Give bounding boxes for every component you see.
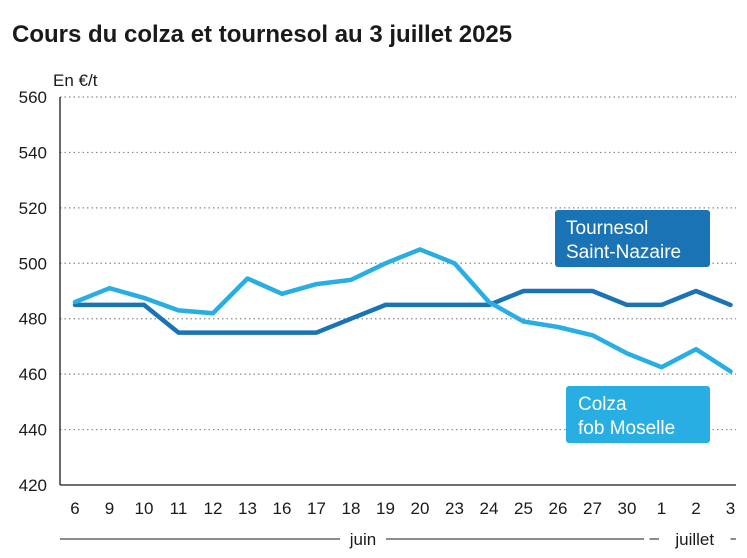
x-tick-label: 10 — [135, 499, 154, 518]
x-tick-label: 30 — [618, 499, 637, 518]
x-tick-label: 13 — [238, 499, 257, 518]
series-line-colza — [72, 247, 733, 374]
legend-tournesol-line2: Saint-Nazaire — [566, 242, 681, 263]
month-label: juillet — [674, 530, 714, 549]
month-brackets: juin juillet — [60, 530, 736, 549]
y-axis-unit-label: En €/t — [53, 71, 98, 90]
x-tick-label: 12 — [204, 499, 223, 518]
x-tick-label: 11 — [170, 499, 188, 518]
y-tick-label: 520 — [19, 199, 47, 218]
x-tick-label: 16 — [273, 499, 292, 518]
x-tick-label: 23 — [445, 499, 464, 518]
y-tick-label: 500 — [19, 254, 47, 273]
x-tick-label: 2 — [691, 499, 700, 518]
series-lines — [72, 247, 733, 374]
x-axis-ticks: 6 9 10 11 12 13 16 17 18 19 20 23 24 25 26 27 30 1 2 3 — [70, 499, 735, 518]
y-tick-label: 560 — [19, 88, 47, 107]
y-axis-ticks: 420 440 460 480 500 520 540 560 — [19, 88, 47, 495]
x-tick-label: 24 — [480, 499, 499, 518]
x-tick-label: 20 — [411, 499, 430, 518]
y-tick-label: 540 — [19, 143, 47, 162]
y-tick-label: 460 — [19, 365, 47, 384]
x-tick-label: 3 — [726, 499, 735, 518]
x-tick-label: 17 — [307, 499, 326, 518]
gridlines — [60, 96, 736, 431]
legend-colza-line1: Colza — [578, 394, 627, 415]
legend-tournesol-line1: Tournesol — [566, 218, 648, 239]
chart-title: Cours du colza et tournesol au 3 juillet… — [12, 21, 512, 48]
legend-tournesol: Tournesol Saint-Nazaire — [555, 210, 710, 267]
x-tick-label: 25 — [514, 499, 533, 518]
x-tick-label: 9 — [105, 499, 114, 518]
y-tick-label: 480 — [19, 310, 47, 329]
x-tick-label: 27 — [583, 499, 602, 518]
legend-colza-line2: fob Moselle — [578, 418, 675, 439]
series-line-tournesol — [72, 288, 733, 335]
y-tick-label: 420 — [19, 476, 47, 495]
legend-colza: Colza fob Moselle — [566, 386, 710, 443]
month-label: juin — [349, 530, 376, 549]
legend-colza-box — [566, 386, 710, 443]
x-tick-label: 6 — [70, 499, 79, 518]
x-tick-label: 26 — [549, 499, 568, 518]
legend-tournesol-box — [555, 210, 710, 267]
x-tick-label: 19 — [376, 499, 395, 518]
y-tick-label: 440 — [19, 421, 47, 440]
x-tick-label: 1 — [657, 499, 666, 518]
x-tick-label: 18 — [342, 499, 361, 518]
